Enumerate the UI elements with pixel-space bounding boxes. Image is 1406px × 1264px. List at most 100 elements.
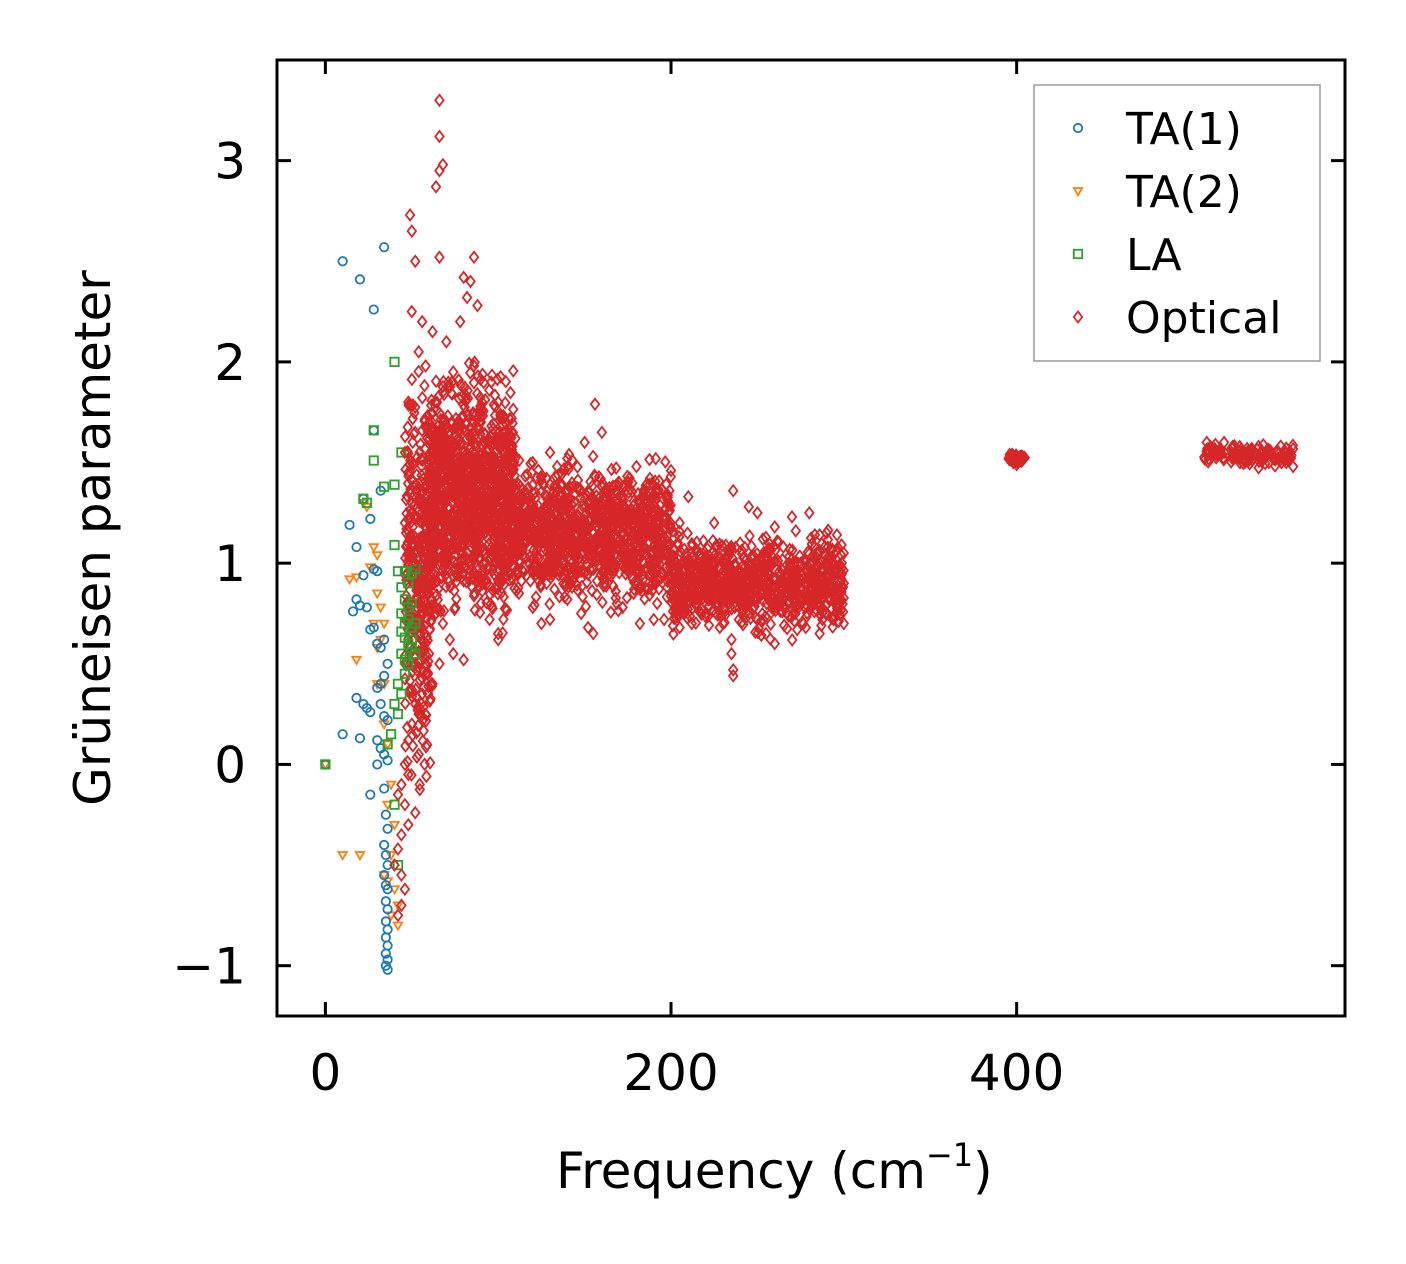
optical-point (475, 542, 486, 557)
optical-point (750, 625, 761, 640)
data-point (610, 584, 622, 599)
data-point (1215, 445, 1226, 460)
optical-point (483, 383, 495, 398)
data-point (703, 580, 715, 595)
optical-point (624, 482, 636, 496)
optical-point (414, 782, 426, 797)
data-point (544, 612, 556, 627)
optical-point (578, 523, 590, 538)
optical-point (672, 538, 684, 553)
data-point (1218, 435, 1230, 450)
optical-point (577, 498, 588, 513)
optical-point (678, 542, 690, 557)
optical-point (513, 477, 524, 492)
optical-point (1232, 450, 1244, 465)
optical-point (442, 409, 454, 423)
optical-point (620, 548, 632, 563)
optical-point (494, 488, 505, 503)
y-tick-label: 2 (214, 334, 246, 392)
optical-point (482, 443, 493, 458)
optical-point (810, 561, 822, 576)
optical-point (400, 739, 411, 753)
optical-point (572, 481, 584, 495)
data-point (444, 632, 456, 647)
optical-point (415, 437, 426, 452)
optical-point (453, 373, 465, 387)
data-point (627, 572, 639, 587)
data-point (743, 499, 755, 514)
data-point (506, 572, 518, 587)
optical-point (420, 707, 432, 722)
optical-point (554, 543, 565, 558)
optical-point (544, 526, 556, 541)
legend: TA(1) TA(2) LA Optical (1033, 84, 1321, 362)
optical-point (435, 484, 447, 498)
optical-point (407, 435, 419, 450)
optical-point (434, 406, 445, 420)
optical-point (503, 528, 515, 543)
optical-point (595, 567, 607, 582)
data-point (396, 608, 407, 619)
data-point (605, 556, 616, 571)
data-point (769, 519, 781, 534)
optical-point (786, 633, 798, 647)
optical-point (420, 713, 432, 728)
data-point (544, 445, 556, 460)
data-point (351, 692, 362, 704)
data-point (1018, 451, 1029, 466)
optical-point (755, 587, 767, 602)
data-point (484, 612, 495, 627)
data-point (350, 655, 363, 666)
data-point (727, 662, 739, 677)
optical-point (1203, 452, 1214, 466)
data-point (403, 817, 414, 832)
data-point (379, 839, 390, 851)
optical-point (411, 450, 423, 465)
data-point (385, 851, 397, 861)
optical-point (703, 618, 715, 633)
optical-point (660, 520, 672, 535)
optical-point (823, 576, 835, 591)
optical-point (469, 566, 481, 581)
optical-point (600, 579, 612, 594)
optical-point (727, 588, 739, 602)
optical-point (794, 581, 806, 596)
y-tick-label: −1 (172, 938, 246, 996)
data-point (416, 687, 428, 701)
data-point (396, 582, 407, 593)
data-point (392, 566, 404, 577)
optical-point (1259, 447, 1271, 462)
optical-point (744, 606, 755, 621)
optical-point (574, 550, 585, 565)
optical-point (419, 378, 430, 393)
optical-point (440, 568, 451, 583)
optical-point (454, 533, 465, 548)
optical-point (445, 579, 456, 594)
optical-point (751, 594, 762, 609)
optical-point (486, 368, 498, 383)
optical-point (628, 586, 639, 601)
data-point (389, 698, 400, 710)
x-tick-label: 200 (623, 1044, 718, 1102)
optical-point (644, 471, 656, 486)
data-point (518, 491, 530, 506)
data-point (399, 797, 411, 812)
data-point (783, 580, 794, 595)
optical-point (789, 614, 800, 629)
data-point (354, 733, 366, 744)
optical-point (547, 567, 559, 582)
data-point (372, 566, 383, 577)
data-point (365, 789, 376, 800)
plot-frame (275, 58, 1347, 1018)
data-point (389, 479, 400, 490)
optical-point (820, 605, 832, 620)
data-point (541, 576, 552, 591)
optical-point (563, 492, 575, 507)
data-point (485, 375, 497, 389)
optical-point (445, 465, 457, 480)
optical-point (506, 411, 518, 426)
optical-point (466, 510, 478, 524)
optical-point (546, 560, 558, 575)
optical-point (744, 529, 755, 543)
optical-point (685, 554, 697, 569)
